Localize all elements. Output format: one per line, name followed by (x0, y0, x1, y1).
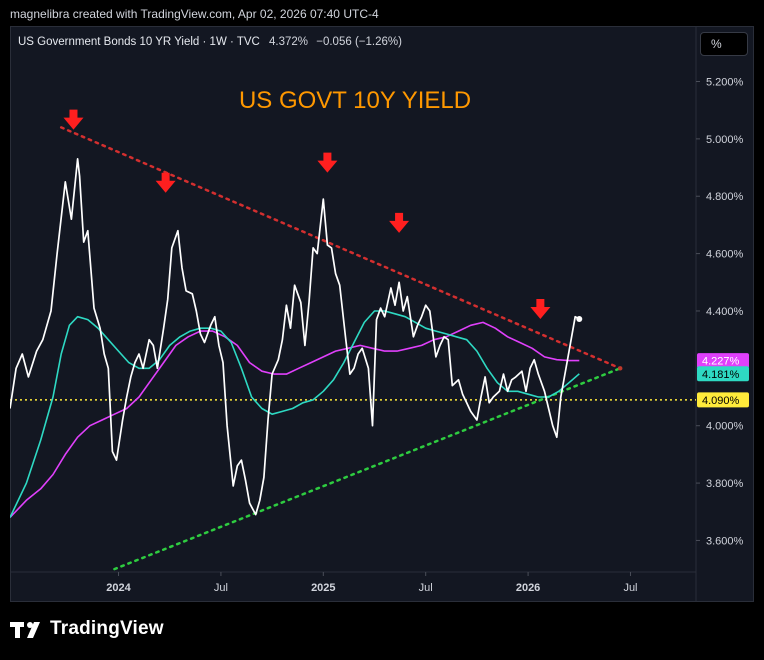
x-tick-label: 2025 (311, 582, 335, 594)
y-tick-label: 5.000% (706, 134, 744, 146)
attribution-text: magnelibra created with TradingView.com,… (10, 7, 379, 21)
tradingview-logo-icon (10, 622, 40, 638)
y-tick-label: 4.800% (706, 191, 744, 203)
x-tick-label: 2026 (516, 582, 540, 594)
price-badge-label: 4.227% (702, 356, 740, 368)
x-tick-label: Jul (419, 582, 433, 594)
y-tick-label: 4.400% (706, 306, 744, 318)
slow-moving-average-line (10, 321, 580, 519)
top-bar (0, 0, 764, 26)
price-badge[interactable] (697, 392, 749, 408)
trendline-apex-marker (618, 366, 623, 371)
price-badge[interactable] (697, 353, 749, 369)
symbol-legend[interactable]: US Government Bonds 10 YR Yield · 1W · T… (18, 36, 402, 48)
y-tick-label: 5.200% (706, 77, 744, 89)
tradingview-brand: TradingView (50, 618, 164, 639)
y-tick-label: 4.600% (706, 249, 744, 261)
resistance-trendline (59, 126, 622, 370)
price-badge-label: 4.090% (702, 395, 740, 407)
footer (0, 602, 764, 660)
legend-change: −0.056 (−1.26%) (316, 36, 402, 48)
down-arrow-marker (317, 152, 338, 173)
legend-last-value: 4.372% (269, 36, 309, 48)
x-tick-label: Jul (214, 582, 228, 594)
price-badge-label: 4.181% (702, 369, 740, 381)
chart-panel[interactable] (10, 26, 754, 602)
y-tick-label: 4.000% (706, 421, 744, 433)
price-badge[interactable] (697, 366, 749, 382)
chart-title: US GOVT 10Y YIELD (239, 87, 471, 114)
down-arrow-marker (389, 212, 410, 233)
fast-moving-average-line (10, 310, 580, 518)
down-arrow-marker (63, 109, 84, 130)
y-tick-label: 3.600% (706, 535, 744, 547)
price-line (10, 158, 580, 516)
x-tick-label: 2024 (106, 582, 131, 594)
last-price-dot (576, 316, 583, 323)
x-tick-label: Jul (623, 582, 637, 594)
percent-scale-button[interactable]: % (700, 32, 748, 56)
support-trendline (113, 367, 622, 571)
legend-symbol: US Government Bonds 10 YR Yield · 1W · T… (18, 36, 260, 48)
down-arrow-marker (530, 298, 551, 319)
down-arrow-marker (155, 172, 176, 193)
y-tick-label: 3.800% (706, 478, 744, 490)
